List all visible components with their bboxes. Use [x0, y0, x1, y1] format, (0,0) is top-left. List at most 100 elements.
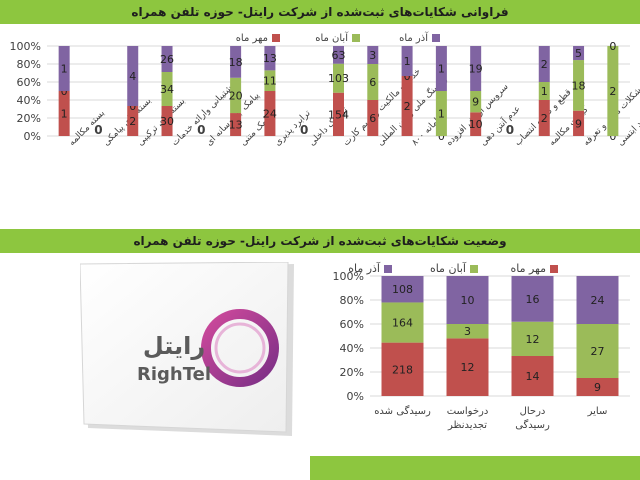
legend-label: آبان ماه — [430, 261, 467, 275]
data-label: 0 — [438, 130, 445, 143]
bar-segment — [367, 46, 379, 64]
legend-swatch — [550, 265, 558, 273]
bar-segment — [435, 91, 447, 136]
data-label: 19 — [469, 63, 483, 76]
data-label: 13 — [229, 119, 243, 132]
bar-segment — [538, 100, 550, 136]
legend-swatch — [352, 34, 360, 42]
bar-segment — [161, 46, 173, 72]
bar-segment — [58, 46, 70, 91]
data-label: 1 — [541, 85, 548, 98]
data-label: 0 — [404, 70, 411, 83]
data-label: 2 — [541, 112, 548, 125]
y-tick-label: 60% — [17, 76, 41, 89]
bar-segment — [58, 91, 70, 136]
y-tick-label: 100% — [333, 270, 364, 283]
data-label: 2 — [129, 115, 136, 128]
data-label: 24 — [263, 108, 277, 121]
category-label: رسیدگی شده — [374, 405, 431, 417]
rightel-ring-icon — [201, 309, 279, 387]
data-label: 14 — [526, 370, 540, 383]
data-label: 9 — [594, 381, 601, 394]
bar-segment — [381, 302, 424, 343]
bar-segment — [538, 82, 550, 100]
bar-segment — [401, 76, 413, 136]
data-label: 2 — [609, 85, 616, 98]
bar-segment — [511, 356, 554, 396]
data-label: 16 — [526, 293, 540, 306]
bar-segment — [264, 70, 276, 91]
bar-segment — [381, 276, 424, 303]
data-label: 0 — [61, 85, 68, 98]
data-label: 26 — [160, 53, 174, 66]
bar-segment — [511, 276, 554, 322]
zero-total-label: 0 — [506, 123, 514, 137]
logo-persian-name: رایتل — [143, 332, 205, 360]
legend-swatch — [470, 265, 478, 273]
y-tick-label: 20% — [17, 112, 41, 125]
top-chart-title: فراوانی شکایات‌های ثبت‌شده از شرکت رایتل… — [131, 5, 509, 19]
bar-segment — [470, 46, 482, 91]
status-chart-title: وضعیت شکایات‌های ثبت‌شده از شرکت رایتل- … — [133, 234, 507, 248]
data-label: 20 — [229, 89, 243, 102]
bar-segment — [576, 324, 619, 378]
bar-segment — [446, 324, 489, 339]
bar-segment — [573, 46, 585, 61]
category-label: سایر — [587, 406, 608, 417]
data-label: 1 — [438, 108, 445, 121]
category-label: تجدیدنظر — [447, 420, 487, 431]
bar-segment — [576, 276, 619, 324]
y-tick-label: 40% — [17, 94, 41, 107]
data-label: 12 — [461, 361, 475, 374]
y-tick-label: 80% — [17, 58, 41, 71]
bar-segment — [470, 91, 482, 113]
bar-segment — [511, 321, 554, 356]
data-label: 5 — [575, 47, 582, 60]
data-label: 18 — [229, 56, 243, 69]
bar-segment — [127, 46, 139, 106]
legend-label: آبان ماه — [315, 31, 349, 44]
bar-segment — [264, 91, 276, 136]
status-chart-banner: وضعیت شکایات‌های ثبت‌شده از شرکت رایتل- … — [0, 229, 640, 253]
data-label: 10 — [461, 294, 475, 307]
logo-card-face — [80, 262, 289, 433]
y-tick-label: 20% — [340, 366, 364, 379]
bar-segment — [161, 72, 173, 106]
data-label: 18 — [572, 79, 586, 92]
legend-label: آذر ماه — [348, 261, 381, 275]
data-label: 13 — [263, 52, 277, 65]
rightel-logo-card: رایتل RighTel — [80, 262, 294, 436]
data-label: 1 — [438, 63, 445, 76]
bar-segment — [573, 60, 585, 111]
category-label: رسیدگی — [515, 419, 550, 431]
bar-segment — [576, 378, 619, 396]
data-label: 2 — [404, 100, 411, 113]
legend-label: مهر ماه — [236, 33, 268, 44]
bar-segment — [446, 276, 489, 324]
zero-total-label: 0 — [197, 123, 205, 137]
bar-segment — [230, 113, 242, 136]
data-label: 9 — [575, 117, 582, 130]
data-label: 10 — [469, 118, 483, 131]
legend-label: مهر ماه — [510, 262, 546, 275]
bar-segment — [230, 46, 242, 78]
bar-segment — [264, 46, 276, 71]
logo-latin-name: RighTel — [137, 364, 211, 385]
data-label: 63 — [332, 49, 346, 62]
data-label: 108 — [392, 283, 413, 296]
data-label: 103 — [328, 72, 349, 85]
data-label: 0 — [609, 40, 616, 53]
legend-swatch — [432, 34, 440, 42]
data-label: 154 — [328, 108, 349, 121]
bar-segment — [333, 92, 344, 136]
bar-segment — [127, 106, 139, 136]
bar-segment — [401, 46, 413, 76]
data-label: 0 — [609, 130, 616, 143]
bar-segment — [161, 106, 173, 136]
bar-segment — [573, 110, 585, 136]
bar-segment — [607, 46, 619, 136]
legend-swatch — [272, 34, 280, 42]
bar-segment — [230, 77, 242, 114]
data-label: 6 — [369, 76, 376, 89]
data-label: 164 — [392, 317, 413, 330]
